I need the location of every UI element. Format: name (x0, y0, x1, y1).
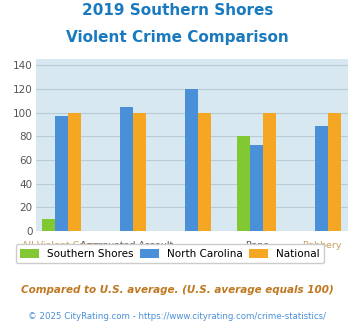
Bar (198, 113, 211, 231)
Bar (120, 107, 133, 231)
Text: Violent Crime Comparison: Violent Crime Comparison (66, 30, 289, 45)
Bar (315, 126, 328, 231)
Bar (42, 219, 55, 231)
Bar (263, 113, 276, 231)
Bar (328, 113, 342, 231)
Bar (185, 89, 198, 231)
Bar (250, 145, 263, 231)
Text: Robbery: Robbery (302, 241, 342, 250)
Bar (55, 116, 68, 231)
Text: © 2025 CityRating.com - https://www.cityrating.com/crime-statistics/: © 2025 CityRating.com - https://www.city… (28, 312, 327, 321)
Text: Compared to U.S. average. (U.S. average equals 100): Compared to U.S. average. (U.S. average … (21, 285, 334, 295)
Legend: Southern Shores, North Carolina, National: Southern Shores, North Carolina, Nationa… (16, 245, 324, 263)
Bar (237, 136, 250, 231)
Text: All Violent Crime: All Violent Crime (22, 241, 101, 250)
Text: Murder & Mans...: Murder & Mans... (86, 253, 167, 262)
Bar (68, 113, 81, 231)
Text: Aggravated Assault: Aggravated Assault (80, 241, 173, 250)
Text: Rape: Rape (245, 241, 269, 250)
Text: 2019 Southern Shores: 2019 Southern Shores (82, 3, 273, 18)
Bar (133, 113, 146, 231)
